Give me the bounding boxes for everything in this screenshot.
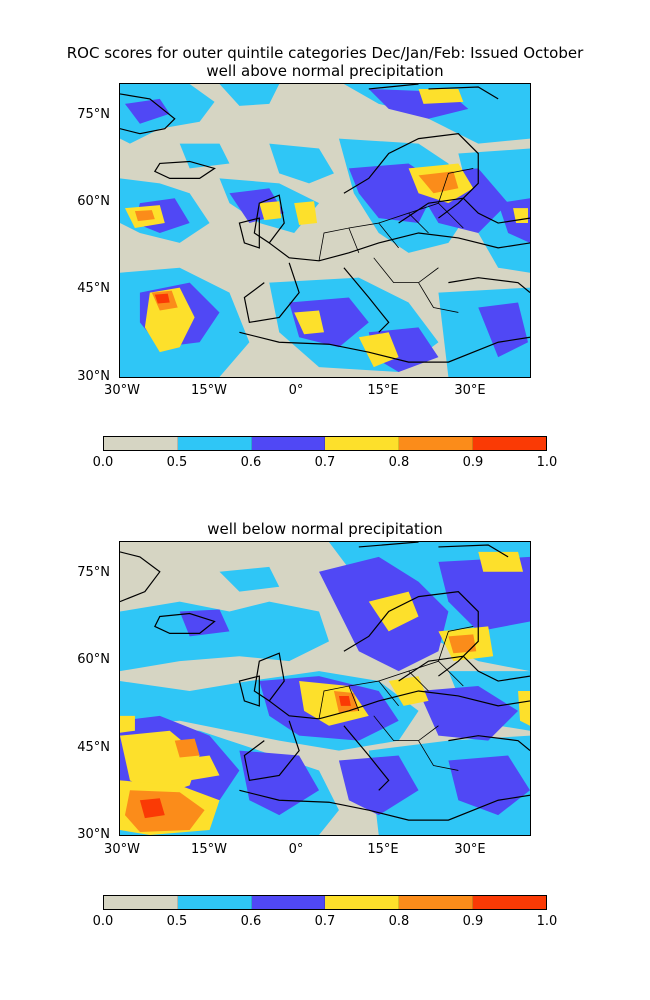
lon-label-30e: 30°E bbox=[454, 842, 486, 857]
colorbar-tick: 0.7 bbox=[314, 455, 336, 470]
lon-label-30e: 30°E bbox=[454, 383, 486, 398]
lat-label-45n: 45°N bbox=[77, 281, 110, 296]
panel-2-subtitle: well below normal precipitation bbox=[207, 520, 443, 538]
colorbar-above bbox=[103, 436, 547, 451]
lon-label-15w: 15°W bbox=[191, 842, 227, 857]
lon-label-15e: 15°E bbox=[367, 842, 399, 857]
lon-label-0: 0° bbox=[288, 842, 304, 857]
map-panel-above-normal bbox=[119, 83, 531, 378]
colorbar-tick: 0.0 bbox=[92, 455, 114, 470]
lon-label-30w: 30°W bbox=[104, 383, 140, 398]
colorbar-tick: 0.5 bbox=[166, 914, 188, 929]
lat-label-60n: 60°N bbox=[77, 652, 110, 667]
lat-label-60n: 60°N bbox=[77, 194, 110, 209]
colorbar-tick: 0.8 bbox=[388, 455, 410, 470]
colorbar-tick: 0.9 bbox=[462, 914, 484, 929]
colorbar-segment bbox=[325, 437, 400, 450]
score-band-0.9-1.0 bbox=[139, 695, 351, 819]
colorbar-tick: 1.0 bbox=[536, 455, 558, 470]
country-borders bbox=[318, 626, 474, 771]
colorbar-tick: 0.6 bbox=[240, 914, 262, 929]
colorbar-segment bbox=[473, 437, 546, 450]
colorbar-segment bbox=[251, 437, 326, 450]
lon-label-15w: 15°W bbox=[191, 383, 227, 398]
colorbar-tick: 0.9 bbox=[462, 455, 484, 470]
score-band-0.9-1.0 bbox=[154, 293, 170, 304]
panel-1-subtitle: well above normal precipitation bbox=[206, 62, 444, 80]
colorbar-segment bbox=[104, 437, 178, 450]
colorbar-below bbox=[103, 895, 547, 910]
map-panel-below-normal bbox=[119, 541, 531, 836]
lat-label-30n: 30°N bbox=[77, 827, 110, 842]
colorbar-tick: 0.8 bbox=[388, 914, 410, 929]
lon-label-15e: 15°E bbox=[367, 383, 399, 398]
colorbar-segment bbox=[251, 896, 326, 909]
colorbar-segment bbox=[399, 437, 474, 450]
colorbar-tick: 0.5 bbox=[166, 455, 188, 470]
figure-title: ROC scores for outer quintile categories… bbox=[66, 44, 584, 62]
colorbar-segment bbox=[177, 896, 252, 909]
lon-label-0: 0° bbox=[288, 383, 304, 398]
colorbar-tick: 0.7 bbox=[314, 914, 336, 929]
lat-label-75n: 75°N bbox=[77, 107, 110, 122]
coastlines bbox=[120, 542, 530, 821]
colorbar-segment bbox=[104, 896, 178, 909]
colorbar-segment bbox=[325, 896, 400, 909]
coastlines bbox=[120, 84, 530, 363]
lat-label-45n: 45°N bbox=[77, 740, 110, 755]
colorbar-segment bbox=[473, 896, 546, 909]
colorbar-tick: 0.6 bbox=[240, 455, 262, 470]
colorbar-segment bbox=[177, 437, 252, 450]
lon-label-30w: 30°W bbox=[104, 842, 140, 857]
map-field-below bbox=[120, 542, 530, 835]
lat-label-75n: 75°N bbox=[77, 565, 110, 580]
map-field-above bbox=[120, 84, 530, 377]
colorbar-tick: 1.0 bbox=[536, 914, 558, 929]
colorbar-tick: 0.0 bbox=[92, 914, 114, 929]
lat-label-30n: 30°N bbox=[77, 369, 110, 384]
colorbar-segment bbox=[399, 896, 474, 909]
country-borders bbox=[318, 168, 474, 313]
